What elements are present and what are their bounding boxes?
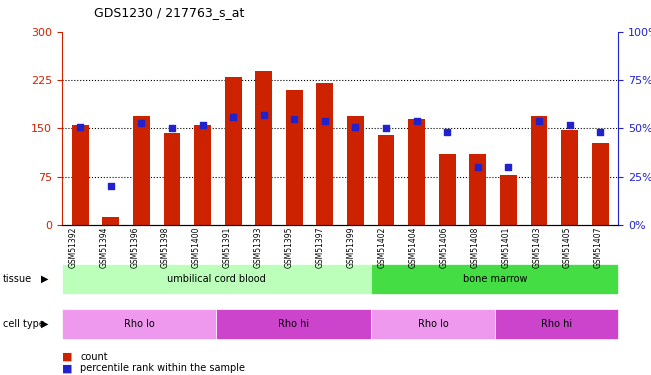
Point	[350, 123, 361, 129]
Point	[228, 114, 238, 120]
Text: GSM51397: GSM51397	[316, 227, 325, 268]
Point	[473, 164, 483, 170]
Text: umbilical cord blood: umbilical cord blood	[167, 274, 266, 284]
Text: ■: ■	[62, 352, 72, 362]
Point	[595, 129, 605, 135]
Text: ▶: ▶	[41, 319, 49, 329]
Text: GDS1230 / 217763_s_at: GDS1230 / 217763_s_at	[94, 6, 245, 19]
Text: ■: ■	[62, 363, 72, 373]
Bar	[72, 125, 89, 225]
Text: GSM51402: GSM51402	[378, 227, 387, 268]
Bar	[286, 90, 303, 225]
Text: percentile rank within the sample: percentile rank within the sample	[80, 363, 245, 373]
Point	[411, 118, 422, 124]
Point	[105, 183, 116, 189]
Text: Rho lo: Rho lo	[417, 319, 449, 329]
Bar	[378, 135, 395, 225]
Text: Rho lo: Rho lo	[124, 319, 154, 329]
Text: GSM51399: GSM51399	[346, 227, 355, 268]
Point	[75, 123, 85, 129]
Text: GSM51401: GSM51401	[501, 227, 510, 268]
Text: tissue: tissue	[3, 274, 33, 284]
Point	[320, 118, 330, 124]
Text: GSM51393: GSM51393	[254, 227, 263, 268]
Text: GSM51403: GSM51403	[532, 227, 541, 268]
Text: GSM51408: GSM51408	[470, 227, 479, 268]
Text: GSM51405: GSM51405	[563, 227, 572, 268]
Text: GSM51406: GSM51406	[439, 227, 449, 268]
Bar	[255, 70, 272, 225]
Point	[442, 129, 452, 135]
Bar	[561, 130, 578, 225]
Text: GSM51394: GSM51394	[99, 227, 108, 268]
Text: Rho hi: Rho hi	[278, 319, 309, 329]
Bar	[500, 175, 517, 225]
Bar	[347, 116, 364, 225]
Text: GSM51395: GSM51395	[284, 227, 294, 268]
Bar	[531, 116, 547, 225]
Text: ▶: ▶	[41, 274, 49, 284]
Point	[167, 125, 177, 132]
Text: GSM51404: GSM51404	[408, 227, 417, 268]
Point	[564, 122, 575, 128]
Bar	[408, 119, 425, 225]
Bar	[225, 77, 242, 225]
Bar	[316, 83, 333, 225]
Point	[258, 112, 269, 118]
Text: cell type: cell type	[3, 319, 45, 329]
Point	[381, 125, 391, 132]
Point	[534, 118, 544, 124]
Point	[136, 120, 146, 126]
Bar	[133, 116, 150, 225]
Bar	[163, 133, 180, 225]
Bar	[469, 154, 486, 225]
Text: GSM51392: GSM51392	[68, 227, 77, 268]
Point	[503, 164, 514, 170]
Point	[289, 116, 299, 122]
Text: count: count	[80, 352, 107, 362]
Bar	[102, 217, 119, 225]
Text: Rho hi: Rho hi	[541, 319, 572, 329]
Text: GSM51391: GSM51391	[223, 227, 232, 268]
Text: GSM51396: GSM51396	[130, 227, 139, 268]
Bar	[439, 154, 456, 225]
Bar	[194, 125, 211, 225]
Text: GSM51398: GSM51398	[161, 227, 170, 268]
Text: bone marrow: bone marrow	[462, 274, 527, 284]
Point	[197, 122, 208, 128]
Bar	[592, 142, 609, 225]
Text: GSM51407: GSM51407	[594, 227, 603, 268]
Text: GSM51400: GSM51400	[192, 227, 201, 268]
